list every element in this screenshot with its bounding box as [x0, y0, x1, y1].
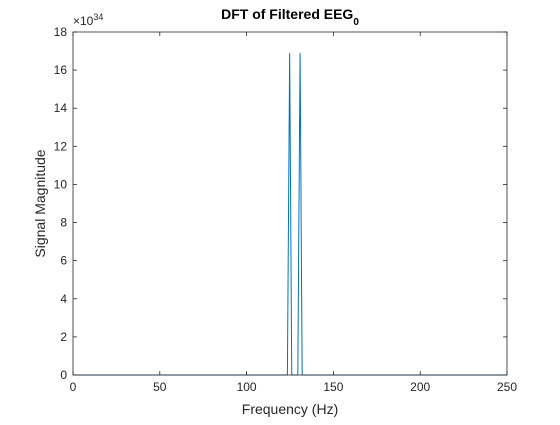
- x-tick-label: 150: [323, 380, 343, 394]
- y-axis-exponent-base: ×10: [73, 14, 94, 28]
- y-tick-label: 14: [54, 101, 68, 115]
- x-axis: 0 50 100 150 200 250: [70, 32, 517, 394]
- x-tick-label: 50: [153, 380, 167, 394]
- x-tick-label: 250: [497, 380, 517, 394]
- plot-box: [72, 31, 508, 376]
- y-tick-label: 0: [60, 368, 67, 382]
- chart-title: DFT of Filtered EEG0: [221, 6, 359, 28]
- y-axis: 0 2 4 6 8 10 12 14 16 18: [54, 25, 507, 382]
- chart-title-subscript: 0: [353, 17, 359, 28]
- y-axis-label: Signal Magnitude: [32, 149, 48, 257]
- y-tick-label: 4: [60, 292, 67, 306]
- plot-series: [73, 52, 507, 376]
- y-tick-label: 6: [60, 254, 67, 268]
- x-tick-label: 200: [410, 380, 430, 394]
- y-tick-label: 10: [54, 177, 68, 191]
- y-tick-label: 18: [54, 25, 68, 39]
- y-axis-exponent-power: 34: [93, 12, 103, 22]
- x-tick-label: 100: [237, 380, 257, 394]
- y-tick-label: 12: [54, 139, 68, 153]
- y-tick-label: 16: [54, 63, 68, 77]
- y-axis-exponent: ×1034: [73, 12, 103, 28]
- x-tick-label: 0: [70, 380, 77, 394]
- series-line: [73, 52, 507, 376]
- y-tick-label: 8: [60, 216, 67, 230]
- x-axis-label: Frequency (Hz): [242, 401, 338, 417]
- y-tick-label: 2: [60, 330, 67, 344]
- chart-title-main: DFT of Filtered EEG: [221, 6, 353, 22]
